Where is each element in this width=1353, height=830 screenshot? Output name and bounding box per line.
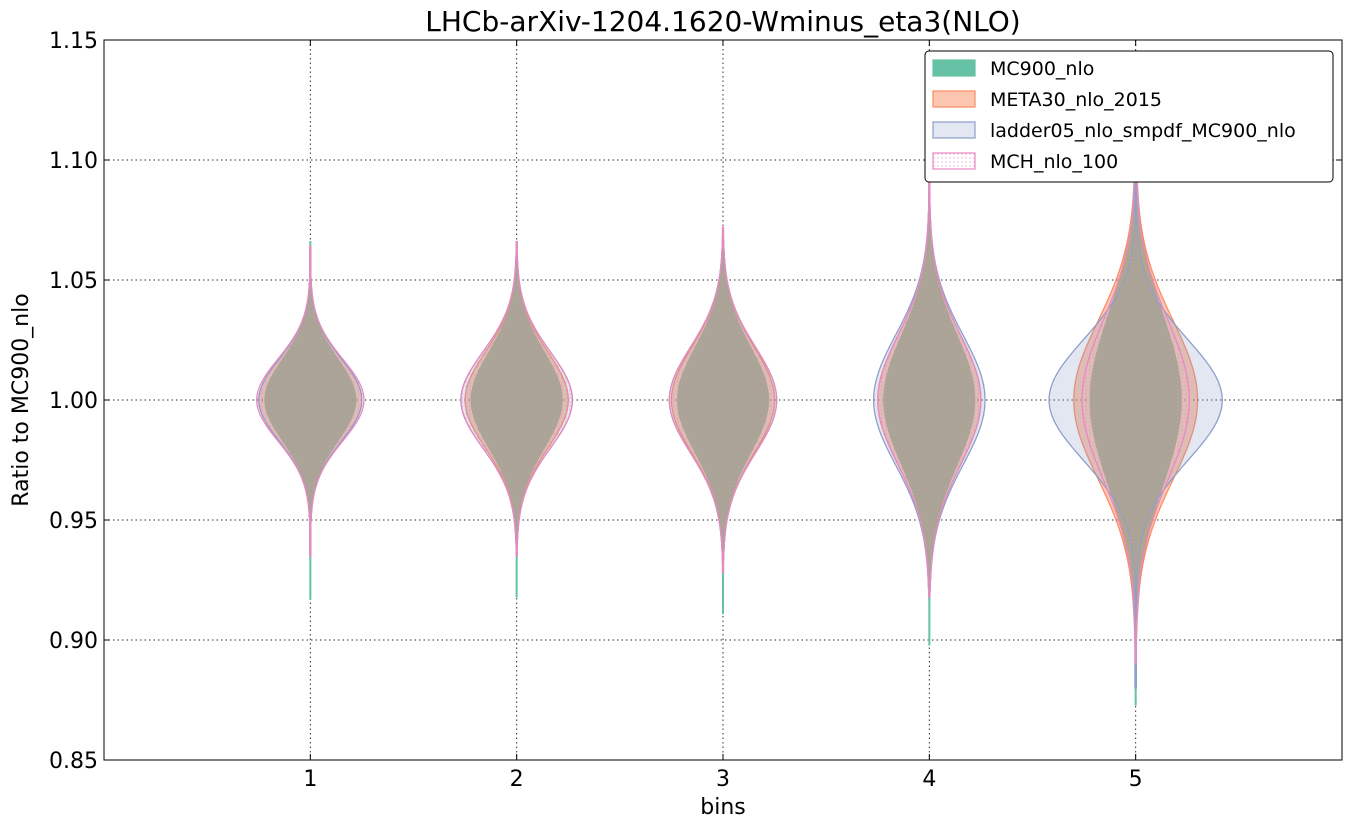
violin-series xyxy=(256,87,1190,665)
x-tick-label: 5 xyxy=(1129,767,1143,792)
y-axis-label: Ratio to MC900_nlo xyxy=(9,293,34,506)
legend-swatch xyxy=(932,152,976,170)
legend-swatch xyxy=(932,90,976,108)
legend-frame xyxy=(924,50,1334,183)
y-axis: 0.85 0.90 0.95 1.00 1.05 1.10 1.15 xyxy=(49,29,1342,774)
y-tick-label: 1.15 xyxy=(49,29,98,54)
violin-mark xyxy=(460,240,574,557)
legend-entry-label: MCH_nlo_100 xyxy=(990,151,1118,173)
x-axis: 1 2 3 4 5 xyxy=(303,40,1143,792)
x-tick-label: 4 xyxy=(922,767,936,792)
violin-mark xyxy=(256,245,365,557)
y-tick-label: 1.05 xyxy=(49,269,98,294)
legend-entry-label: ladder05_nlo_smpdf_MC900_nlo xyxy=(990,120,1296,142)
y-tick-label: 0.95 xyxy=(49,509,98,534)
legend-swatch xyxy=(932,121,976,139)
legend-entry-label: MC900_nlo xyxy=(990,58,1094,80)
y-tick-label: 1.00 xyxy=(49,389,98,414)
x-axis-label: bins xyxy=(700,795,745,820)
legend-entry-label: META30_nlo_2015 xyxy=(990,89,1162,111)
violin-mark xyxy=(668,226,778,574)
y-tick-label: 0.90 xyxy=(49,629,98,654)
x-tick-label: 3 xyxy=(716,767,730,792)
x-tick-label: 2 xyxy=(510,767,524,792)
x-tick-label: 1 xyxy=(303,767,317,792)
legend-swatch xyxy=(932,59,976,77)
legend: MC900_nlo META30_nlo_2015 ladder05_nlo_smp… xyxy=(924,50,1334,183)
y-tick-label: 1.10 xyxy=(49,149,98,174)
y-tick-label: 0.85 xyxy=(49,749,98,774)
chart-title: LHCb-arXiv-1204.1620-Wminus_eta3(NLO) xyxy=(425,5,1020,38)
violin-mark xyxy=(877,159,982,598)
